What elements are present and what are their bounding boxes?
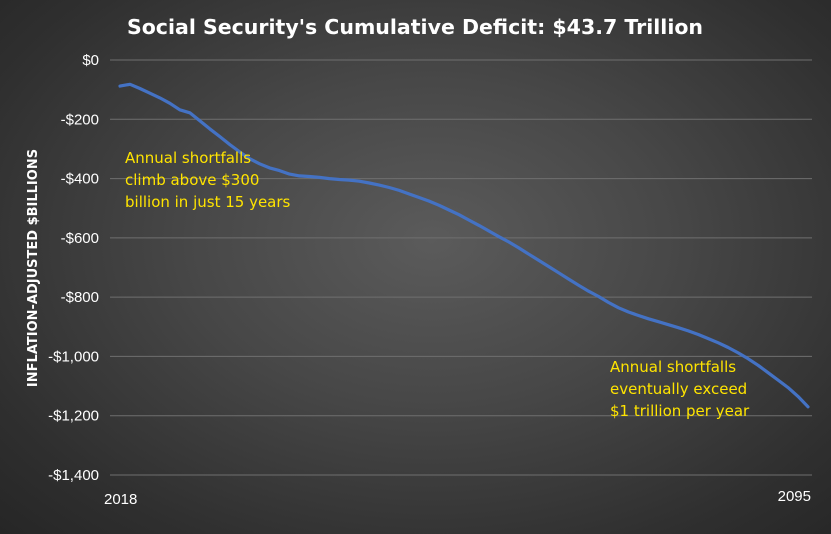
- y-tick-label-1: -$200: [61, 111, 99, 128]
- series-line-0: [118, 82, 810, 409]
- y-tick-label-4: -$800: [61, 289, 99, 306]
- annotation-early-line-1: Annual shortfalls: [125, 149, 251, 167]
- y-tick-label-0: $0: [82, 52, 99, 69]
- y-tick-label-7: -$1,400: [48, 467, 99, 484]
- y-tick-label-3: -$600: [61, 230, 99, 247]
- y-axis-ticks: $0 -$200 -$400 -$600 -$800 -$1,000 -$1,200 -$1,…: [48, 52, 99, 484]
- annotation-early-line-3: billion in just 15 years: [125, 193, 291, 211]
- x-tick-label-start: 2018: [104, 491, 137, 508]
- x-tick-label-end: 2095: [778, 488, 811, 505]
- chart-title: Social Security's Cumulative Deficit: $4…: [127, 15, 703, 39]
- x-axis-ticks: 2018 2095: [104, 488, 811, 508]
- series-layer: [118, 82, 810, 409]
- y-tick-label-2: -$400: [61, 171, 99, 188]
- annotation-early: Annual shortfalls climb above $300 billi…: [125, 149, 291, 211]
- y-tick-label-5: -$1,000: [48, 348, 99, 365]
- annotation-late-line-1: Annual shortfalls: [610, 358, 736, 376]
- annotation-late-line-3: $1 trillion per year: [610, 402, 750, 420]
- y-tick-label-6: -$1,200: [48, 408, 99, 425]
- annotation-late: Annual shortfalls eventually exceed $1 t…: [610, 358, 752, 420]
- grid-lines: [110, 59, 812, 476]
- y-axis-label: INFLATION-ADJUSTED $BILLIONS: [26, 149, 41, 387]
- annotation-late-line-2: eventually exceed: [610, 380, 747, 398]
- annotation-early-line-2: climb above $300: [125, 171, 259, 189]
